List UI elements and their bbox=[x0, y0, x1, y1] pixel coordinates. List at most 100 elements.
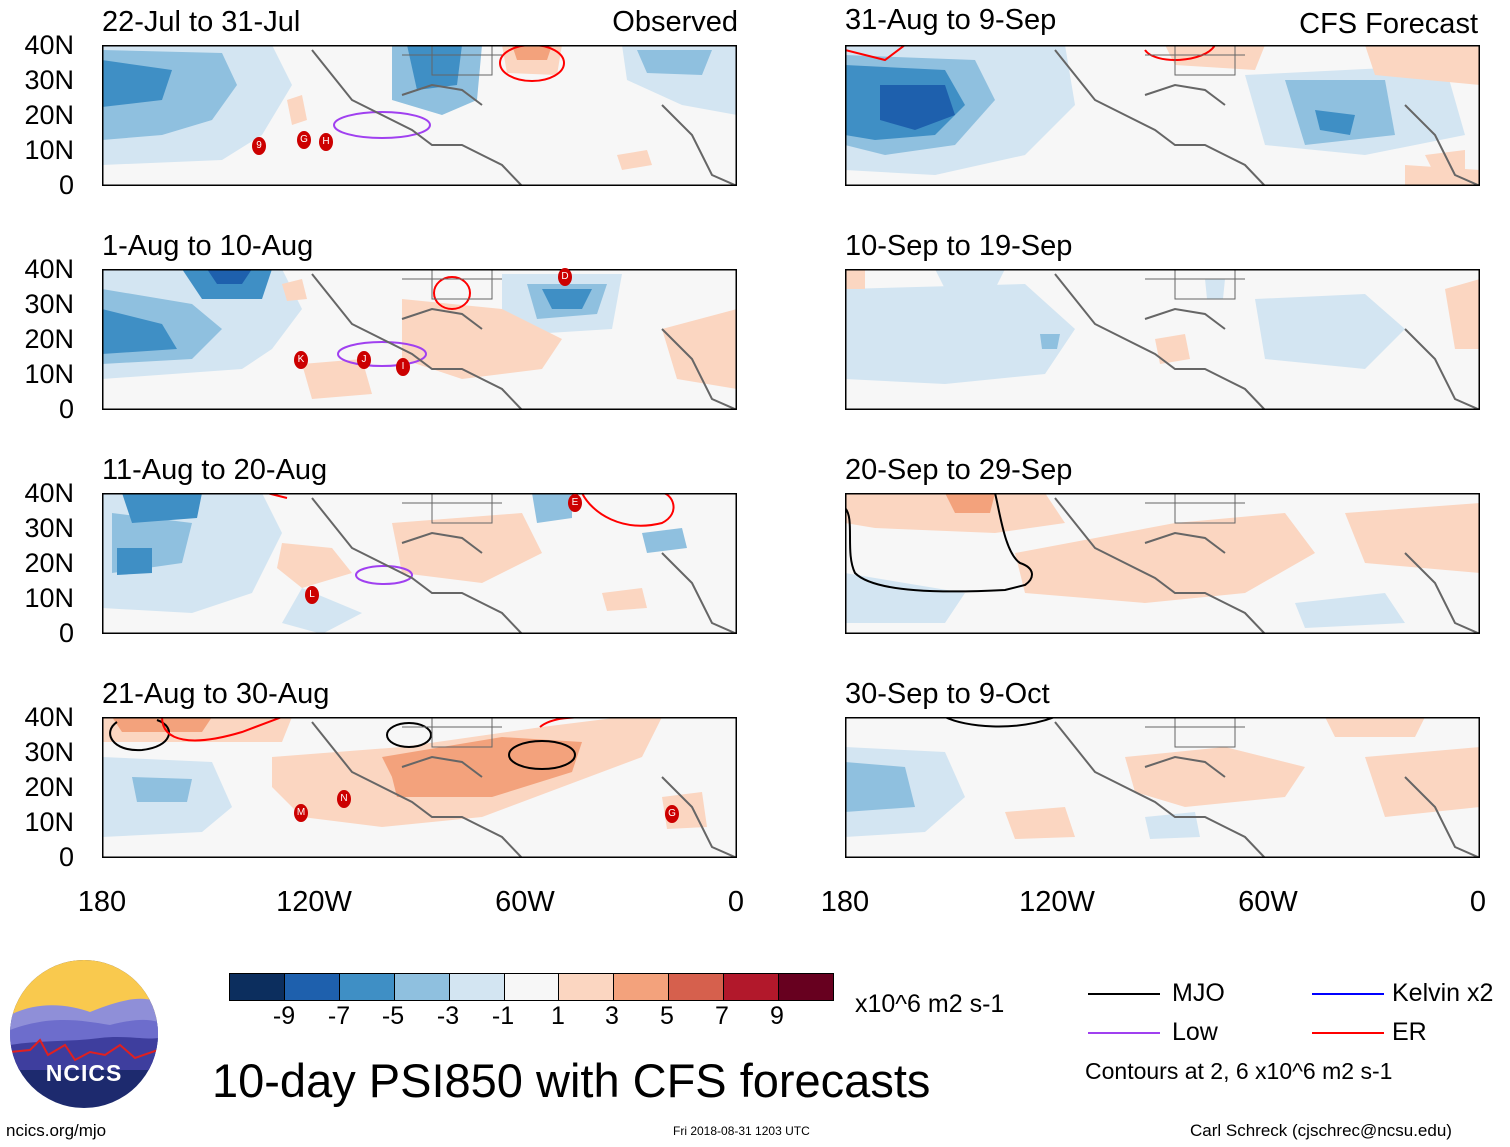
figure-title: 10-day PSI850 with CFS forecasts bbox=[212, 1054, 931, 1107]
y-tick: 0 bbox=[58, 618, 74, 648]
legend-label-mjo: MJO bbox=[1172, 979, 1225, 1007]
y-tick: 40N bbox=[24, 702, 74, 732]
panel-title-fc-4: 30-Sep to 9-Oct bbox=[845, 678, 1050, 710]
colorbar-swatch bbox=[503, 974, 559, 1000]
storm-label: M bbox=[296, 807, 306, 818]
colorbar-label: -7 bbox=[327, 1002, 351, 1030]
x-tick: 0 bbox=[1469, 886, 1487, 918]
y-tick: 0 bbox=[58, 170, 74, 200]
x-tick: 60W bbox=[495, 886, 555, 918]
colorbar-label: -3 bbox=[436, 1002, 460, 1030]
colorbar-swatch bbox=[283, 974, 339, 1000]
y-tick: 30N bbox=[24, 737, 74, 767]
y-tick: 20N bbox=[24, 324, 74, 354]
x-tick: 180 bbox=[820, 886, 870, 918]
y-tick: 20N bbox=[24, 548, 74, 578]
ncics-logo: NCICS bbox=[10, 960, 158, 1108]
y-tick: 30N bbox=[24, 289, 74, 319]
colorbar-label: 1 bbox=[551, 1002, 565, 1030]
colorbar bbox=[229, 973, 834, 1001]
storm-label: 9 bbox=[256, 140, 262, 151]
map-panel-obs-3 bbox=[102, 493, 737, 634]
storm-label: N bbox=[340, 793, 348, 804]
panel-title-obs-4: 21-Aug to 30-Aug bbox=[102, 678, 330, 710]
x-tick: 120W bbox=[1019, 886, 1095, 918]
panel-title-obs-3: 11-Aug to 20-Aug bbox=[102, 454, 328, 486]
map-panel-fc-3 bbox=[845, 493, 1480, 634]
storm-marker-obs2-b: J bbox=[357, 351, 371, 369]
y-tick: 10N bbox=[24, 135, 74, 165]
colorbar-swatch bbox=[338, 974, 394, 1000]
storm-marker-obs3-a: L bbox=[305, 586, 319, 604]
footer-author: Carl Schreck (cjschrec@ncsu.edu) bbox=[1190, 1121, 1452, 1140]
colorbar-label: 7 bbox=[715, 1002, 729, 1030]
storm-marker-obs1-c: H bbox=[319, 133, 333, 151]
storm-marker-obs1-a: 9 bbox=[252, 137, 266, 155]
colorbar-label: -1 bbox=[491, 1002, 515, 1030]
colorbar-label: -9 bbox=[272, 1002, 296, 1030]
storm-label: G bbox=[668, 808, 676, 819]
panel-title-obs-1: 22-Jul to 31-Jul bbox=[102, 6, 301, 38]
y-tick: 40N bbox=[24, 254, 74, 284]
storm-label: E bbox=[571, 497, 579, 508]
legend-line-mjo bbox=[1088, 993, 1160, 995]
colorbar-swatch bbox=[613, 974, 669, 1000]
colorbar-swatch bbox=[558, 974, 614, 1000]
storm-label: J bbox=[361, 354, 367, 365]
legend-label-kelvin: Kelvin x2 bbox=[1392, 979, 1494, 1007]
panel-title-fc-3: 20-Sep to 29-Sep bbox=[845, 454, 1073, 486]
panel-title-obs-2: 1-Aug to 10-Aug bbox=[102, 230, 314, 262]
storm-marker-obs4-a: M bbox=[294, 804, 308, 822]
contours-note: Contours at 2, 6 x10^6 m2 s-1 bbox=[1085, 1058, 1393, 1084]
map-panel-obs-1 bbox=[102, 45, 737, 186]
map-panel-obs-4 bbox=[102, 717, 737, 858]
y-tick: 40N bbox=[24, 30, 74, 60]
y-tick: 10N bbox=[24, 359, 74, 389]
storm-label: D bbox=[561, 271, 569, 282]
y-tick: 30N bbox=[24, 65, 74, 95]
panel-title-fc-2: 10-Sep to 19-Sep bbox=[845, 230, 1073, 262]
storm-label: L bbox=[309, 589, 315, 600]
y-tick: 20N bbox=[24, 772, 74, 802]
storm-marker-obs4-b: N bbox=[337, 790, 351, 808]
colorbar-swatch bbox=[393, 974, 449, 1000]
x-tick: 180 bbox=[77, 886, 127, 918]
x-tick: 60W bbox=[1238, 886, 1298, 918]
legend-line-kelvin bbox=[1312, 993, 1384, 995]
colorbar-swatch bbox=[778, 974, 833, 1000]
storm-marker-obs3-b: E bbox=[568, 494, 582, 512]
colorbar-swatch bbox=[723, 974, 779, 1000]
legend-line-low bbox=[1088, 1032, 1160, 1034]
x-tick: 0 bbox=[727, 886, 745, 918]
panel-title-fc-1: 31-Aug to 9-Sep bbox=[845, 4, 1057, 36]
map-panel-fc-1 bbox=[845, 45, 1480, 186]
storm-marker-obs2-a: K bbox=[294, 351, 308, 369]
colorbar-label: 5 bbox=[660, 1002, 674, 1030]
colorbar-label: -5 bbox=[381, 1002, 405, 1030]
observed-tag: Observed bbox=[612, 6, 738, 38]
storm-label: I bbox=[401, 361, 405, 372]
y-tick: 30N bbox=[24, 513, 74, 543]
colorbar-swatch bbox=[230, 974, 284, 1000]
legend-line-er bbox=[1312, 1032, 1384, 1034]
logo-text: NCICS bbox=[45, 1060, 123, 1086]
storm-marker-obs1-b: G bbox=[297, 131, 311, 149]
footer-url: ncics.org/mjo bbox=[6, 1121, 107, 1140]
storm-marker-obs2-c: I bbox=[396, 358, 410, 376]
y-tick: 40N bbox=[24, 478, 74, 508]
storm-marker-obs2-d: D bbox=[558, 268, 572, 286]
storm-label: K bbox=[297, 354, 305, 365]
y-tick: 20N bbox=[24, 100, 74, 130]
y-tick: 10N bbox=[24, 583, 74, 613]
y-tick: 0 bbox=[58, 394, 74, 424]
storm-label: H bbox=[322, 136, 330, 147]
legend-label-er: ER bbox=[1392, 1018, 1427, 1046]
y-tick: 10N bbox=[24, 807, 74, 837]
colorbar-label: 3 bbox=[605, 1002, 619, 1030]
footer-timestamp: Fri 2018-08-31 1203 UTC bbox=[673, 1124, 810, 1138]
map-panel-obs-2 bbox=[102, 269, 737, 410]
colorbar-swatch bbox=[668, 974, 724, 1000]
x-tick: 120W bbox=[276, 886, 352, 918]
storm-marker-obs4-c: G bbox=[665, 805, 679, 823]
map-panel-fc-2 bbox=[845, 269, 1480, 410]
